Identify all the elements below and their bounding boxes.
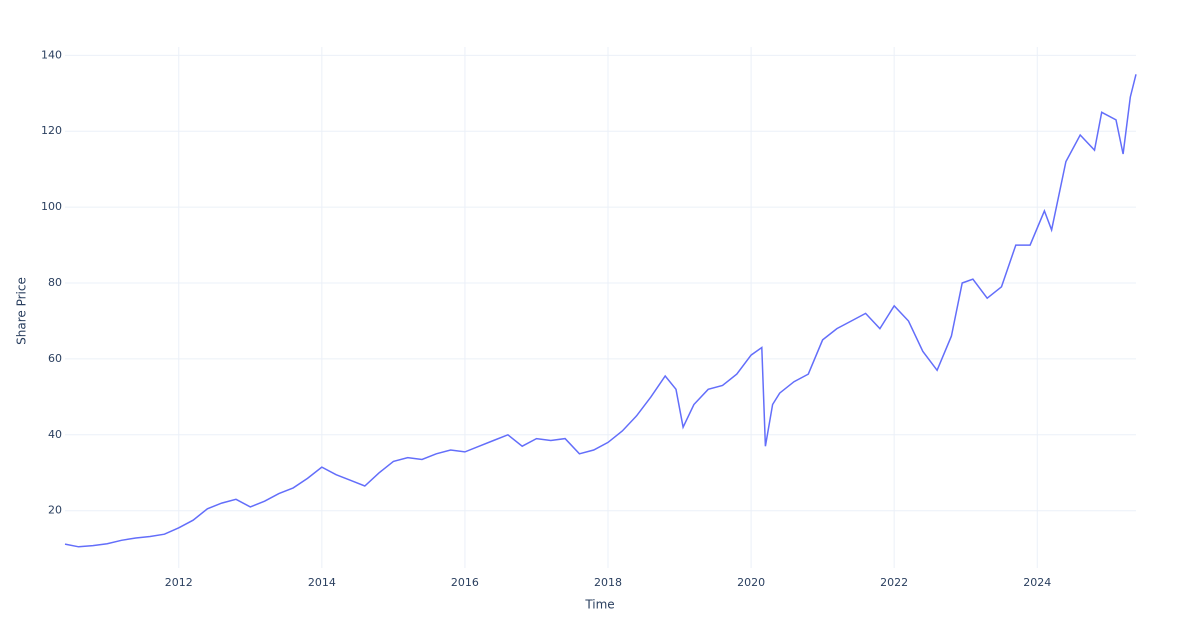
y-tick-label: 40 bbox=[48, 428, 62, 441]
y-tick-label: 20 bbox=[48, 504, 62, 517]
y-tick-label: 60 bbox=[48, 352, 62, 365]
x-tick-label: 2016 bbox=[451, 576, 479, 589]
x-tick-label: 2024 bbox=[1023, 576, 1051, 589]
x-tick-label: 2018 bbox=[594, 576, 622, 589]
y-axis-title: Share Price bbox=[15, 277, 29, 345]
x-axis-title: Time bbox=[584, 598, 614, 612]
y-tick-label: 80 bbox=[48, 276, 62, 289]
x-tick-label: 2022 bbox=[880, 576, 908, 589]
x-tick-label: 2020 bbox=[737, 576, 765, 589]
y-tick-label: 140 bbox=[41, 48, 62, 61]
x-tick-label: 2012 bbox=[165, 576, 193, 589]
y-tick-label: 100 bbox=[41, 200, 62, 213]
x-tick-label: 2014 bbox=[308, 576, 336, 589]
line bbox=[64, 74, 1137, 548]
y-tick-label: 120 bbox=[41, 124, 62, 137]
